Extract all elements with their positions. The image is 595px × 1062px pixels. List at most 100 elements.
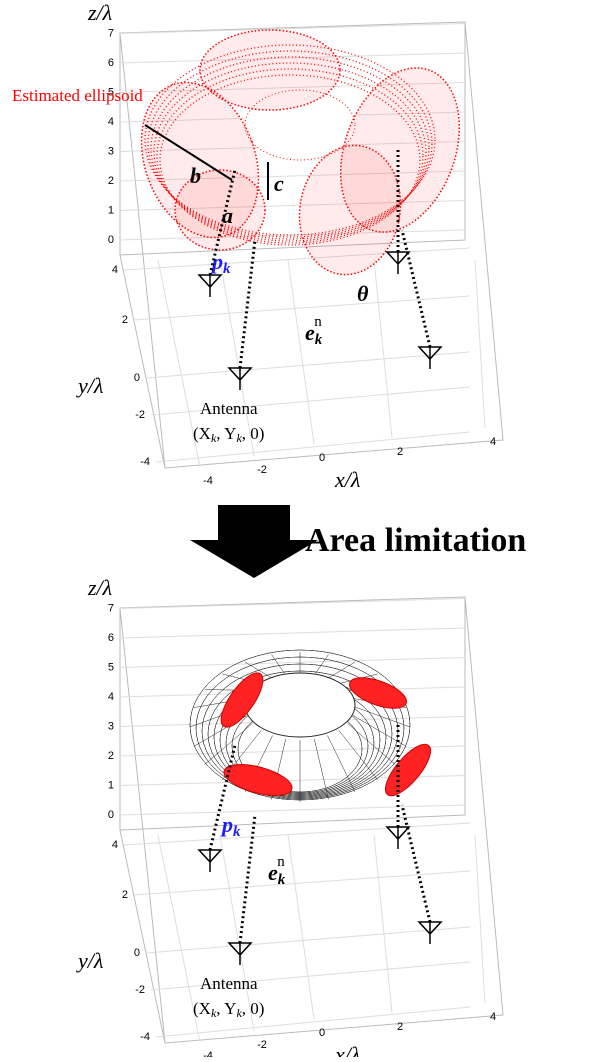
vector-label-sub: k <box>278 872 286 888</box>
antenna-label: Antenna <box>200 974 258 993</box>
z-tick-label: 0 <box>108 809 114 821</box>
x-tick-label: 2 <box>397 1021 403 1033</box>
torus-mesh <box>355 707 410 727</box>
z-tick-label: 4 <box>108 116 114 128</box>
antenna-icon <box>199 850 221 872</box>
x-grid <box>475 260 485 428</box>
y-grid <box>146 352 470 378</box>
y-axis-label: y/λ <box>76 948 103 973</box>
x-grid <box>374 835 392 1013</box>
x-tick-label: -4 <box>203 475 213 487</box>
z-tick-label: 6 <box>108 57 114 69</box>
x-tick-label: -4 <box>203 1050 213 1057</box>
ellipsoid <box>200 30 340 110</box>
z-grid <box>120 805 465 815</box>
z-axis-label: z/λ <box>87 0 112 25</box>
y-axis-label: y/λ <box>76 373 103 398</box>
x-tick-label: 0 <box>319 1027 325 1039</box>
coord-part: (X <box>193 424 211 443</box>
y-tick-label: 4 <box>112 839 118 851</box>
arrow-label: Area limitation <box>305 522 526 559</box>
y-grid <box>151 962 470 990</box>
z-tick-label: 1 <box>108 204 114 216</box>
point-label-sub: k <box>223 261 231 277</box>
z-grid <box>120 599 465 609</box>
y-tick-label: 2 <box>122 314 128 326</box>
coord-part: , 0) <box>242 424 265 443</box>
antenna-icon <box>387 827 409 849</box>
antenna-coords: (Xk, Yk, 0) <box>193 424 264 445</box>
coord-part: , Y <box>216 999 236 1018</box>
antenna-icon <box>229 368 251 390</box>
x-tick-label: 4 <box>490 1011 496 1023</box>
point-label-sub: k <box>233 824 241 840</box>
vector-label: ekn <box>305 314 323 348</box>
antenna-icon <box>419 922 441 944</box>
vector-line <box>240 815 255 943</box>
vector-label-sub: k <box>315 332 323 348</box>
axis-b-label: b <box>190 163 201 188</box>
z-tick-label: 4 <box>108 691 114 703</box>
x-grid <box>475 835 485 1003</box>
y-tick-label: 4 <box>112 264 118 276</box>
y-tick-label: -2 <box>135 984 145 996</box>
z-tick-label: 2 <box>108 175 114 187</box>
x-grid <box>288 260 314 444</box>
coord-part: (X <box>193 999 211 1018</box>
down-arrow <box>190 505 318 578</box>
torus-mesh <box>328 662 356 678</box>
x-grid <box>374 260 392 438</box>
antenna-label: Antenna <box>200 399 258 418</box>
z-grid <box>120 658 465 668</box>
ellipsoid <box>346 671 411 714</box>
vector-label-sup: n <box>314 314 322 330</box>
point-label-base: p <box>220 812 233 837</box>
antenna-icon <box>419 347 441 369</box>
z-tick-label: 6 <box>108 632 114 644</box>
x-tick-label: 0 <box>319 452 325 464</box>
z-tick-label: 3 <box>108 145 114 157</box>
antenna-icon <box>199 275 221 297</box>
z-grid <box>120 24 465 34</box>
z-tick-label: 5 <box>108 661 114 673</box>
coord-part: , Y <box>216 424 236 443</box>
figure: 0 1 2 3 4 5 6 7 4 2 0 -2 -4 -4 -2 0 2 4 z/λ y/λ x/λ Estimated… <box>0 0 595 1057</box>
point-label: pk <box>220 812 241 840</box>
antenna-coords: (Xk, Yk, 0) <box>193 999 264 1020</box>
x-axis-label: x/λ <box>334 1042 360 1057</box>
y-grid <box>146 927 470 953</box>
x-tick-label: 2 <box>397 446 403 458</box>
vector-label-sup: n <box>277 854 285 870</box>
z-tick-label: 0 <box>108 234 114 246</box>
y-grid <box>124 823 470 845</box>
vector-line <box>240 240 255 368</box>
z-tick-label: 1 <box>108 779 114 791</box>
y-tick-label: -4 <box>140 1031 150 1043</box>
y-tick-label: 0 <box>134 372 140 384</box>
x-axis-label: x/λ <box>334 467 360 492</box>
ellipsoid-label: Estimated ellipsoid <box>12 86 143 105</box>
panel-top: 01234567420-2-4-4-2024z/λy/λx/λEstimated… <box>12 0 503 492</box>
coord-part: , 0) <box>242 999 265 1018</box>
y-grid <box>124 248 470 270</box>
y-tick-label: 0 <box>134 947 140 959</box>
z-axis-label: z/λ <box>87 575 112 600</box>
z-grid <box>120 230 465 240</box>
x-grid <box>288 835 314 1019</box>
z-tick-label: 7 <box>108 27 114 39</box>
x-tick-label: -2 <box>257 464 267 476</box>
antenna-icon <box>387 252 409 274</box>
y-grid <box>151 387 470 415</box>
x-tick-label: 4 <box>490 436 496 448</box>
vector-label: ekn <box>268 854 286 888</box>
antenna-icon <box>229 943 251 965</box>
y-tick-label: -4 <box>140 456 150 468</box>
axis-c-label: c <box>274 171 284 196</box>
z-tick-label: 7 <box>108 602 114 614</box>
y-tick-label: 2 <box>122 889 128 901</box>
y-tick-label: -2 <box>135 409 145 421</box>
angle-label: θ <box>357 281 369 306</box>
x-tick-label: -2 <box>257 1039 267 1051</box>
ellipsoid <box>175 170 265 250</box>
